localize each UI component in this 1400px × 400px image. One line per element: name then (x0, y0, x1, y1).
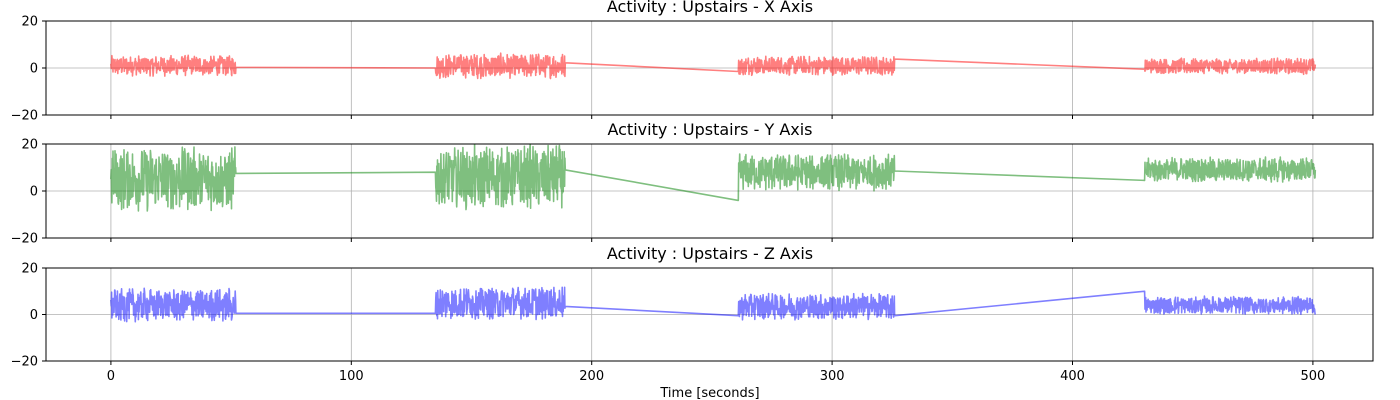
subplot-y-axis: Activity : Upstairs - Y Axis −20 0 20 (11, 120, 1374, 247)
series-line (110, 144, 1317, 212)
x-tick-label: 0 (107, 369, 115, 384)
y-tick-label: −20 (11, 232, 38, 247)
x-tick-label: 200 (579, 369, 604, 384)
x-tick-label: 500 (1300, 369, 1325, 384)
y-tick-label: −20 (11, 355, 38, 370)
subplot-title: Activity : Upstairs - Y Axis (607, 120, 812, 139)
y-tick-label: 0 (30, 62, 38, 77)
y-tick-label: −20 (11, 109, 38, 124)
y-tick-label: 20 (21, 262, 38, 277)
x-tick-label: 100 (339, 369, 364, 384)
x-axis-label: Time [seconds] (659, 386, 759, 400)
subplot-title: Activity : Upstairs - X Axis (607, 0, 813, 16)
series-line (110, 52, 1317, 80)
subplot-title: Activity : Upstairs - Z Axis (607, 244, 813, 263)
y-tick-label: 20 (21, 138, 38, 153)
x-tick-label: 400 (1060, 369, 1085, 384)
y-tick-label: 0 (30, 185, 38, 200)
x-tick-label: 300 (820, 369, 845, 384)
series-line (110, 286, 1317, 323)
subplot-x-axis: Activity : Upstairs - X Axis −20 0 20 (11, 0, 1374, 124)
y-tick-label: 0 (30, 308, 38, 323)
y-tick-label: 20 (21, 15, 38, 30)
